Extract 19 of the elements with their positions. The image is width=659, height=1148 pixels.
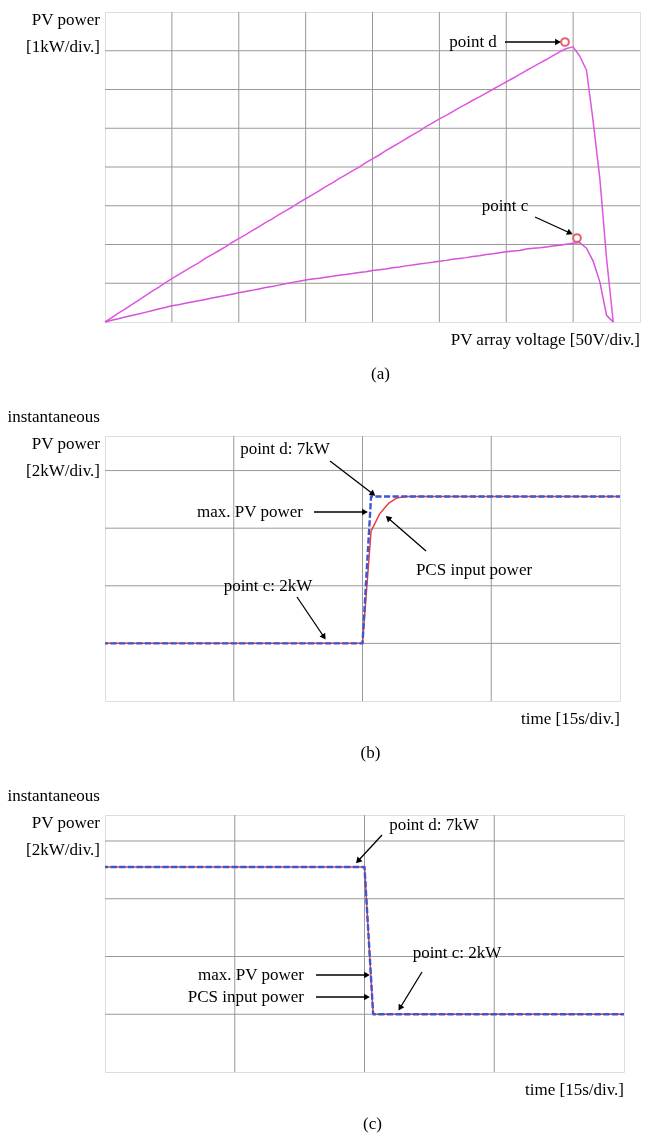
text: (a)	[371, 364, 390, 383]
text: (b)	[360, 743, 381, 762]
text: point d: 7kW	[389, 815, 480, 834]
x-axis-title: time [15s/div.]	[525, 1080, 624, 1099]
annotation: point c: 2kW	[223, 576, 314, 595]
annotation: PCS input power	[415, 560, 533, 579]
text: (c)	[363, 1114, 382, 1133]
annotation: point c	[481, 196, 529, 215]
text: point d: 7kW	[240, 439, 331, 458]
x-axis-title: PV array voltage [50V/div.]	[450, 330, 640, 349]
annotation: PCS input power	[187, 987, 305, 1006]
y-axis-title: instantaneous PV power [2kW/div.]	[7, 786, 101, 859]
annotation: max. PV power	[198, 965, 305, 984]
annotation: point d	[449, 32, 498, 51]
y-axis-title: PV power [1kW/div.]	[26, 10, 101, 56]
x-axis-title: time [15s/div.]	[521, 709, 620, 728]
annotation: point c: 2kW	[412, 943, 503, 962]
y-axis-title: instantaneous PV power [2kW/div.]	[7, 407, 101, 480]
annotation: max. PV power	[197, 502, 304, 521]
